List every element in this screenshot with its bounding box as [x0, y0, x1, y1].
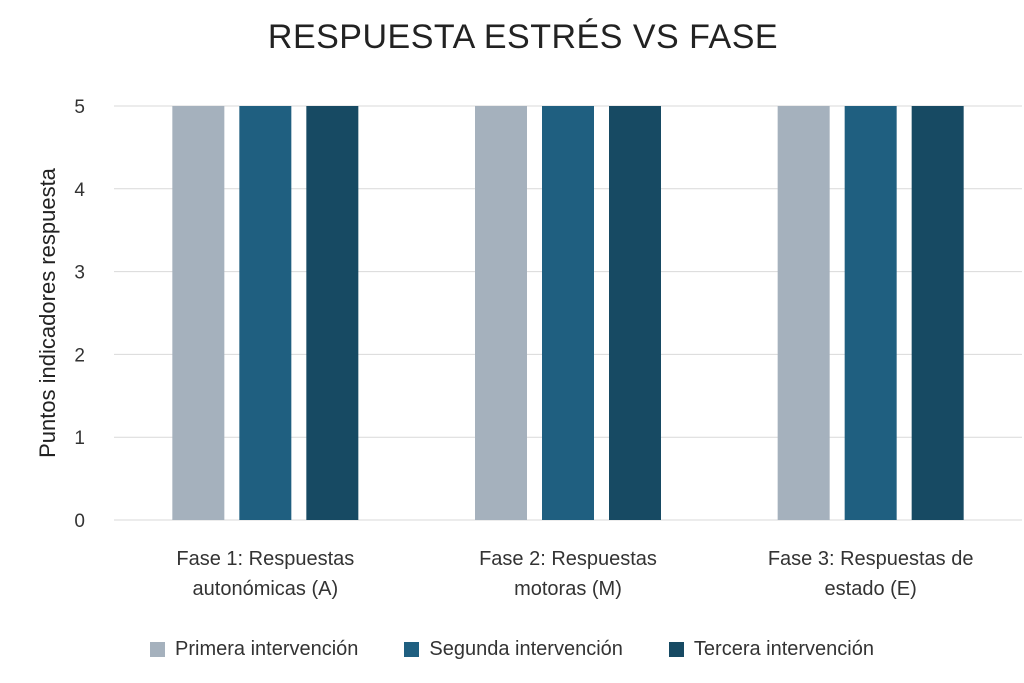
bar-cat1-series1: [172, 106, 225, 520]
legend-swatch-primera: [150, 642, 165, 657]
x-category-label-1: Fase 1: Respuestas autonómicas (A): [176, 548, 354, 600]
legend-item-primera: Primera intervención: [150, 638, 358, 661]
legend-label-primera: Primera intervención: [175, 638, 359, 660]
bar-cat1-series3: [306, 106, 359, 520]
y-tick-label-1: 1: [74, 428, 85, 449]
legend-label-segunda: Segunda intervención: [429, 638, 623, 660]
y-tick-label-3: 3: [74, 263, 85, 284]
bar-cat3-series3: [911, 106, 964, 520]
bar-cat3-series2: [844, 106, 897, 520]
legend-label-tercera: Tercera intervención: [693, 638, 874, 660]
chart-title: RESPUESTA ESTRÉS VS FASE: [267, 18, 779, 56]
bar-cat2-series3: [609, 106, 661, 520]
bar-cat2-series2: [542, 106, 594, 520]
bar-cat3-series1: [777, 106, 830, 520]
legend-item-tercera: Tercera intervención: [668, 638, 874, 661]
x-category-label-3: Fase 3: Respuestas de estado (E): [768, 548, 974, 600]
legend-item-segunda: Segunda intervención: [404, 638, 623, 661]
x-category-label-2: Fase 2: Respuestas motoras (M): [479, 548, 657, 600]
y-tick-label-5: 5: [74, 97, 85, 118]
y-tick-label-0: 0: [74, 511, 85, 532]
legend: Primera intervención Segunda intervenció…: [0, 638, 1024, 661]
bar-cat1-series2: [239, 106, 292, 520]
y-tick-label-2: 2: [74, 345, 85, 366]
legend-swatch-segunda: [404, 642, 420, 657]
y-tick-label-4: 4: [74, 180, 85, 201]
bar-cat2-series1: [475, 106, 527, 520]
legend-swatch-tercera: [668, 642, 684, 657]
